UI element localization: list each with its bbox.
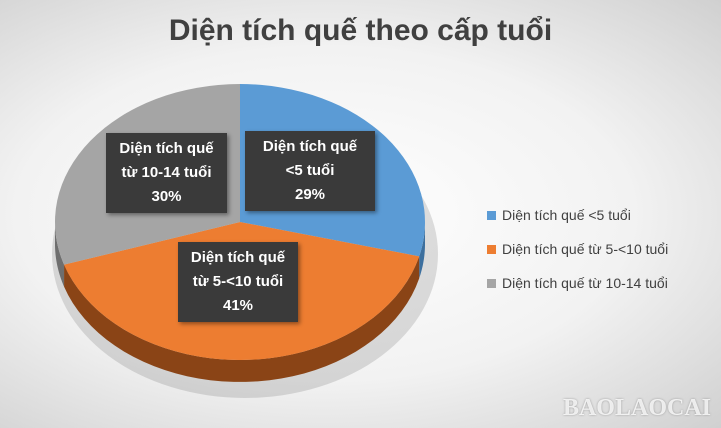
legend-swatch [487,210,496,220]
legend-item: Diện tích quế từ 10-14 tuổi [487,266,668,300]
legend-item: Diện tích quế <5 tuổi [487,198,668,232]
slice-side-2 [55,222,65,287]
legend: Diện tích quế <5 tuổi Diện tích quế từ 5… [487,198,668,300]
legend-label: Diện tích quế <5 tuổi [502,207,631,223]
legend-swatch [487,244,496,254]
slice-side-1 [64,256,420,382]
legend-label: Diện tích quế từ 10-14 tuổi [502,275,668,291]
chart-title: Diện tích quế theo cấp tuổi [168,14,553,47]
data-label-1: Diện tích quế từ 5-<10 tuổi 41% [178,242,298,322]
legend-label: Diện tích quế từ 5-<10 tuổi [502,241,669,257]
watermark: BAOLAOCAI [562,395,711,421]
data-label-2: Diện tích quế từ 10-14 tuổi 30% [106,133,227,213]
data-label-0: Diện tích quế <5 tuổi 29% [245,131,375,211]
legend-swatch [487,278,496,288]
legend-item: Diện tích quế từ 5-<10 tuổi [487,232,668,266]
slice-side-0 [419,222,425,279]
